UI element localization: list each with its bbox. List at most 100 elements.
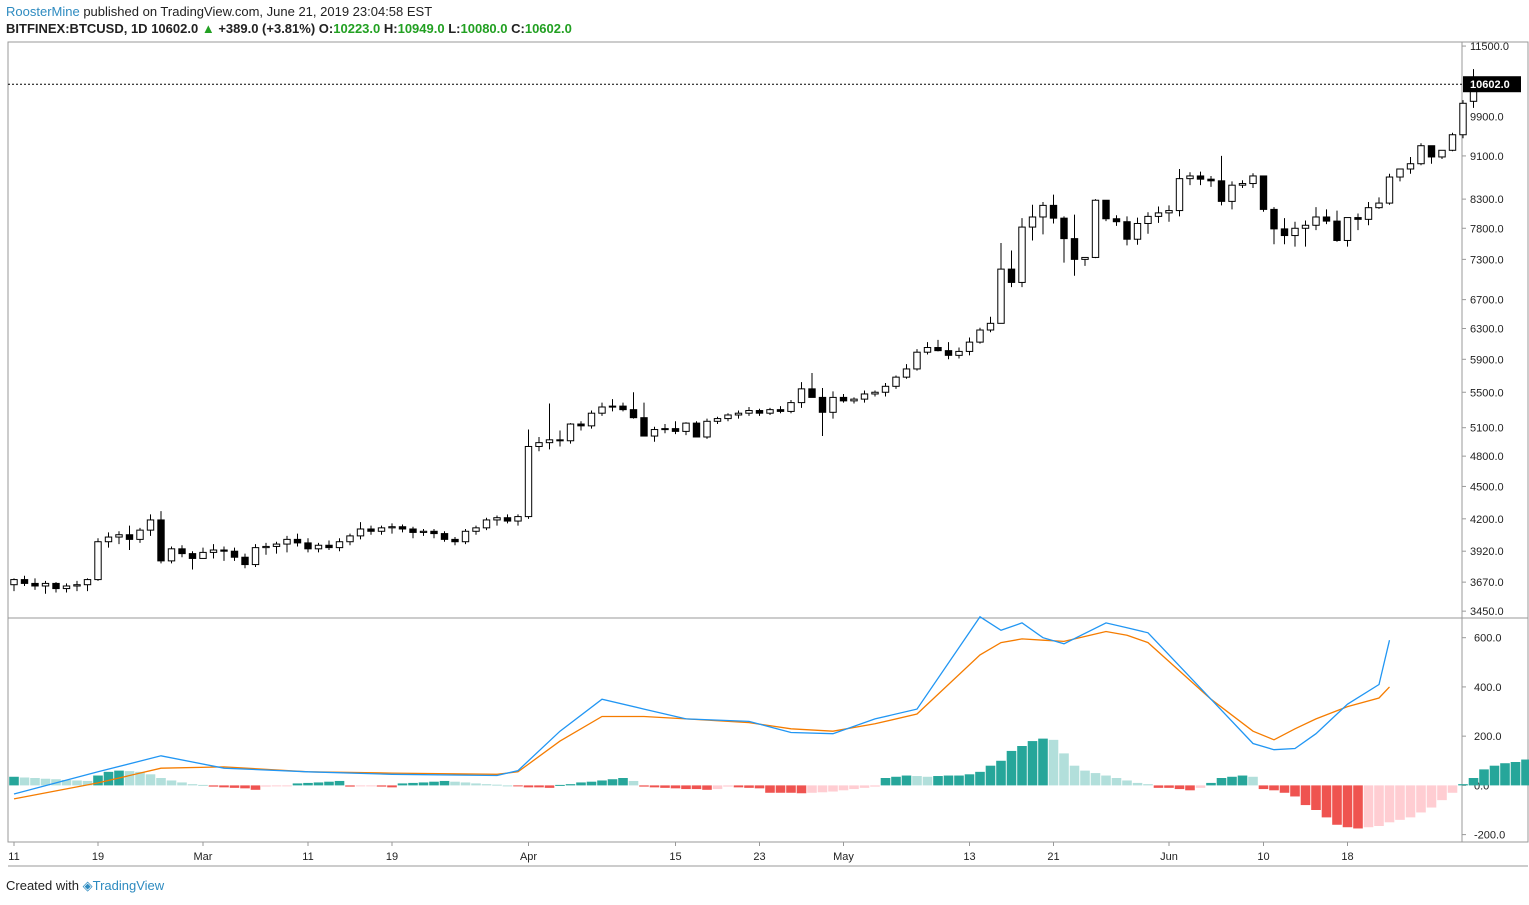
candle[interactable] (1144, 215, 1152, 224)
symbol-label[interactable]: BITFINEX:BTCUSD, 1D (6, 21, 148, 36)
candle[interactable] (1165, 210, 1173, 214)
candle[interactable] (1060, 217, 1068, 240)
candle[interactable] (377, 527, 386, 532)
candle[interactable] (1385, 176, 1394, 204)
candle[interactable] (1154, 212, 1163, 217)
candle[interactable] (1438, 149, 1446, 158)
candle[interactable] (409, 528, 417, 533)
candle[interactable] (1186, 175, 1194, 180)
candle[interactable] (325, 544, 333, 549)
candle[interactable] (944, 350, 953, 356)
candle[interactable] (1417, 145, 1425, 165)
candle[interactable] (1364, 207, 1373, 220)
candle[interactable] (503, 517, 512, 522)
candle[interactable] (619, 405, 627, 411)
candle[interactable] (1301, 224, 1310, 229)
candle[interactable] (577, 423, 585, 427)
candle[interactable] (461, 530, 470, 543)
candle[interactable] (482, 519, 491, 529)
candle[interactable] (986, 322, 995, 331)
candle[interactable] (808, 388, 816, 398)
candle[interactable] (314, 544, 323, 550)
candle[interactable] (283, 538, 291, 545)
candle[interactable] (1133, 222, 1142, 240)
candle[interactable] (367, 528, 375, 532)
candle[interactable] (41, 582, 50, 587)
candle[interactable] (188, 553, 197, 559)
candle[interactable] (1249, 175, 1257, 185)
candle[interactable] (209, 549, 218, 553)
candle[interactable] (556, 439, 564, 442)
candle[interactable] (724, 414, 732, 420)
candle[interactable] (472, 527, 480, 532)
candle[interactable] (1396, 168, 1404, 178)
candle[interactable] (251, 547, 260, 566)
candle[interactable] (902, 368, 911, 378)
candle[interactable] (1007, 268, 1016, 283)
candle[interactable] (104, 536, 113, 543)
candle[interactable] (734, 412, 743, 416)
candle[interactable] (934, 347, 942, 352)
candle[interactable] (1207, 178, 1215, 182)
candle[interactable] (1217, 180, 1226, 202)
candle[interactable] (1459, 102, 1467, 136)
candle[interactable] (682, 422, 690, 432)
candle[interactable] (1312, 216, 1320, 226)
candle[interactable] (661, 428, 669, 431)
candle[interactable] (997, 268, 1005, 324)
candle[interactable] (629, 409, 638, 419)
candle[interactable] (850, 398, 858, 402)
candle[interactable] (262, 545, 270, 549)
candle[interactable] (125, 534, 134, 540)
candle[interactable] (839, 396, 848, 402)
candle[interactable] (1375, 202, 1383, 209)
candle[interactable] (1028, 216, 1037, 228)
candle[interactable] (1322, 216, 1331, 222)
candle[interactable] (146, 519, 155, 531)
candle[interactable] (1091, 199, 1100, 258)
candle[interactable] (1270, 208, 1278, 230)
candle[interactable] (1039, 204, 1047, 218)
candle[interactable] (1196, 175, 1205, 180)
candle[interactable] (755, 410, 764, 414)
candle[interactable] (881, 385, 890, 393)
candle[interactable] (955, 350, 963, 356)
candle[interactable] (220, 549, 228, 552)
candle[interactable] (1123, 221, 1131, 240)
candle[interactable] (640, 417, 648, 437)
candle[interactable] (178, 548, 186, 555)
candle[interactable] (965, 341, 974, 352)
candle[interactable] (913, 351, 921, 370)
candle[interactable] (430, 530, 438, 535)
candle[interactable] (514, 516, 522, 522)
candle[interactable] (860, 393, 869, 400)
candle[interactable] (293, 538, 302, 544)
candle[interactable] (1259, 175, 1268, 210)
candle[interactable] (587, 412, 596, 427)
chart-canvas[interactable]: 11500.0 9900.0 9100.0 8300.0 7800.0 7300.0 670… (0, 0, 1529, 870)
candle[interactable] (1333, 220, 1341, 241)
candle[interactable] (713, 418, 722, 422)
candle[interactable] (671, 428, 680, 432)
candle[interactable] (524, 445, 533, 518)
candle[interactable] (346, 535, 354, 543)
candle[interactable] (451, 538, 459, 543)
candle[interactable] (923, 347, 932, 353)
candle[interactable] (31, 582, 39, 587)
candle[interactable] (787, 402, 795, 412)
candle[interactable] (199, 551, 207, 559)
candle[interactable] (493, 517, 501, 521)
candle[interactable] (241, 556, 249, 566)
author-link[interactable]: RoosterMine (6, 4, 80, 19)
candle[interactable] (52, 582, 60, 590)
candle[interactable] (272, 543, 281, 547)
candle[interactable] (598, 406, 606, 414)
candle[interactable] (1102, 199, 1110, 220)
candle[interactable] (871, 391, 879, 395)
candle[interactable] (818, 396, 827, 413)
candle[interactable] (829, 396, 837, 413)
candle[interactable] (1081, 256, 1089, 260)
candle[interactable] (230, 550, 239, 558)
candle[interactable] (776, 409, 785, 412)
candle[interactable] (1343, 217, 1352, 241)
